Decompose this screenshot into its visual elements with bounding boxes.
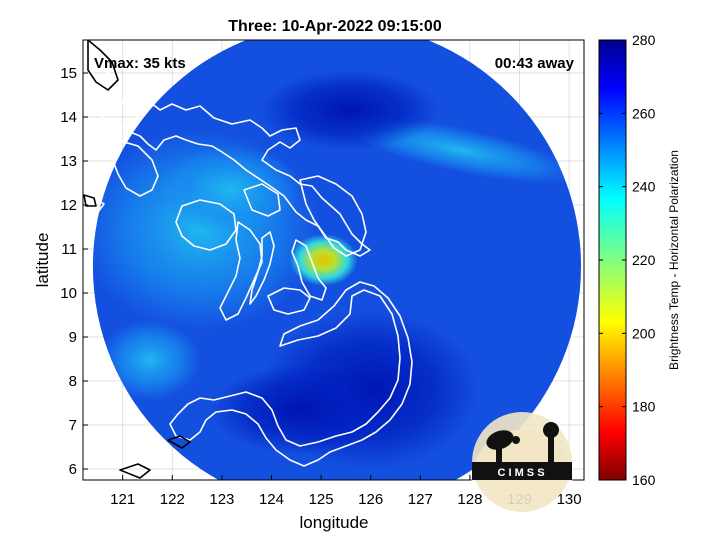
x-tick-label: 128	[457, 491, 482, 508]
logo-tower-tank	[543, 422, 559, 438]
coastline-luzon-north	[87, 40, 119, 91]
y-axis-ticks: 6 7 8 9 10 11 12 13 14 15	[60, 65, 88, 478]
plot-title: Three: 10-Apr-2022 09:15:00	[228, 18, 442, 35]
coastline-samar	[299, 175, 367, 257]
coastline-masbate	[243, 183, 281, 217]
logo-banner	[472, 462, 572, 480]
y-tick-label: 15	[60, 65, 77, 82]
cyan-region-north	[160, 145, 300, 235]
colorbar-tick-label: 220	[632, 252, 656, 268]
time-away-annotation: 00:43 away	[495, 55, 575, 72]
coastline-sulu	[167, 435, 191, 449]
logo-text: C I M S S	[497, 467, 544, 479]
colorbar-tick-label: 160	[632, 472, 656, 488]
coastline-mindoro	[111, 137, 159, 197]
coastline-panay	[175, 199, 237, 251]
x-axis-label: longitude	[299, 513, 368, 532]
y-tick-label: 8	[69, 373, 77, 390]
logo-dish-icon	[486, 430, 514, 450]
colorbar-tick-label: 200	[632, 325, 656, 341]
cold-region-mindanao	[210, 365, 390, 455]
x-tick-label: 121	[110, 491, 135, 508]
x-tick-label: 126	[358, 491, 383, 508]
x-tick-label: 130	[557, 491, 582, 508]
colorbar-tick-label: 280	[632, 32, 656, 48]
coastline-islet-1	[83, 194, 97, 207]
y-tick-label: 10	[60, 285, 77, 302]
y-tick-label: 13	[60, 153, 77, 170]
coastlines	[83, 40, 413, 479]
y-tick-label: 9	[69, 329, 77, 346]
coastline-leyte	[291, 239, 327, 301]
y-tick-label: 12	[60, 197, 77, 214]
y-tick-label: 6	[69, 461, 77, 478]
cimss-logo: C I M S S	[471, 412, 573, 512]
logo-tower-leg	[548, 436, 554, 462]
y-tick-label: 11	[61, 241, 77, 258]
y-tick-label: 14	[60, 109, 77, 126]
coastline-borneo-tip	[119, 463, 151, 479]
colorbar-gradient	[598, 39, 627, 481]
colorbar-tick-label: 240	[632, 179, 656, 195]
logo-dish-knob	[512, 436, 520, 444]
colorbar-tick-label: 180	[632, 399, 656, 415]
x-tick-label: 123	[209, 491, 234, 508]
coastline-negros	[219, 221, 263, 321]
y-axis-label: latitude	[33, 233, 52, 288]
logo-dish-stand	[496, 444, 502, 462]
cold-region-north	[260, 70, 440, 150]
colorbar: 160 180 200 220 240 260 280 Brightness Temp - …	[598, 32, 681, 488]
x-tick-label: 122	[160, 491, 185, 508]
y-tick-label: 7	[69, 417, 77, 434]
coastline-bohol	[267, 287, 311, 315]
colorbar-ticks: 160 180 200 220 240 260 280	[599, 32, 656, 488]
x-tick-label: 124	[259, 491, 284, 508]
x-tick-label: 125	[309, 491, 334, 508]
coastline-cebu	[249, 231, 275, 305]
coastline-palawan	[83, 199, 105, 225]
vmax-annotation: Vmax: 35 kts	[94, 55, 186, 72]
colorbar-label: Brightness Temp - Horizontal Polarizatio…	[667, 150, 681, 370]
axes-frame	[82, 39, 585, 481]
x-tick-label: 127	[408, 491, 433, 508]
cyan-region-southwest	[100, 320, 200, 400]
colorbar-tick-label: 260	[632, 105, 656, 121]
